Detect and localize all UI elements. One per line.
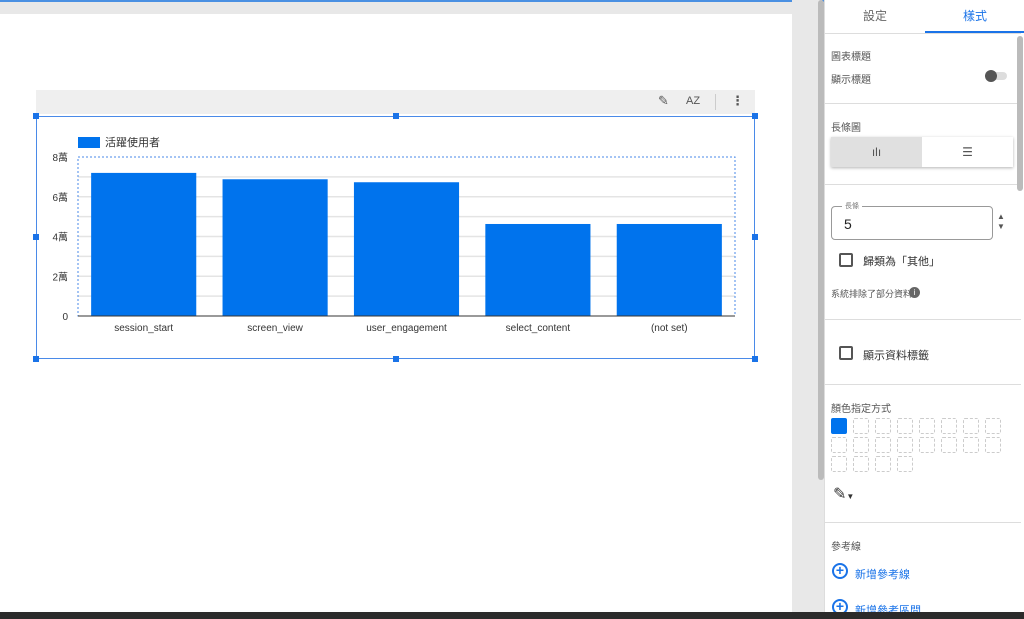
color-swatch[interactable]: [963, 418, 979, 434]
tab-setup[interactable]: 設定: [862, 9, 887, 23]
legend-swatch: [78, 136, 100, 148]
sort-az-icon[interactable]: AZ: [686, 95, 701, 107]
resize-handle[interactable]: [33, 113, 39, 119]
horizontal-bars-icon: ☰: [962, 145, 973, 159]
legend-label: 活躍使用者: [105, 137, 160, 149]
color-swatch[interactable]: [831, 437, 847, 453]
group-others-checkbox[interactable]: [839, 253, 853, 267]
chart-toolbar: ✎ AZ ⋮: [36, 90, 755, 114]
info-icon[interactable]: i: [909, 287, 920, 298]
color-swatch[interactable]: [853, 418, 869, 434]
vertical-bars-button[interactable]: ılı: [831, 137, 922, 167]
color-swatch[interactable]: [919, 418, 935, 434]
show-title-toggle[interactable]: [985, 70, 1007, 82]
resize-handle[interactable]: [33, 356, 39, 362]
pencil-color-icon[interactable]: ✎▼: [833, 486, 855, 503]
color-swatch[interactable]: [985, 418, 1001, 434]
color-swatch[interactable]: [875, 456, 891, 472]
bar-chart: 0 2萬 4萬 6萬 8萬 session_start screen_view user_en…: [52, 151, 736, 334]
show-title-label: 顯示標題: [831, 75, 871, 86]
show-data-labels-label: 顯示資料標籤: [863, 350, 929, 362]
bar-chart-heading: 長條圖: [831, 123, 861, 134]
x-tick-label: (not set): [651, 323, 688, 334]
resize-handle[interactable]: [752, 356, 758, 362]
excluded-data-note: 系統排除了部分資料: [831, 289, 913, 299]
y-tick-label: 2萬: [52, 270, 68, 283]
color-swatch[interactable]: [985, 437, 1001, 453]
orientation-toggle: ılı ☰: [831, 137, 1013, 167]
color-swatch[interactable]: [897, 418, 913, 434]
resize-handle[interactable]: [752, 113, 758, 119]
color-swatch[interactable]: [831, 456, 847, 472]
properties-panel: 設定 樣式 圖表標題 顯示標題 長條圖 ılı ☰ 長條 5 ▲ ▼ 歸類為「其他…: [824, 0, 1024, 617]
color-swatch[interactable]: [831, 418, 847, 434]
more-vert-icon[interactable]: ⋮: [731, 93, 744, 108]
bars-count-value: 5: [844, 216, 852, 232]
bar: [353, 182, 460, 316]
bar: [91, 172, 197, 316]
color-swatch[interactable]: [941, 437, 957, 453]
bars-count-label: 長條: [842, 201, 862, 211]
reference-lines-heading: 參考線: [831, 542, 861, 553]
bar: [616, 223, 722, 316]
bar: [222, 179, 328, 316]
y-tick-label: 4萬: [52, 231, 68, 244]
color-swatch[interactable]: [897, 437, 913, 453]
canvas-scroll-track: [792, 0, 822, 612]
taskbar: [0, 612, 1024, 619]
resize-handle[interactable]: [393, 356, 399, 362]
resize-handle[interactable]: [393, 113, 399, 119]
bars-count-field[interactable]: 長條 5: [831, 201, 993, 240]
tab-style[interactable]: 樣式: [925, 0, 1024, 33]
group-others-label: 歸類為「其他」: [863, 256, 940, 268]
y-tick-label: 0: [62, 312, 68, 323]
show-data-labels-checkbox[interactable]: [839, 346, 853, 360]
color-swatch[interactable]: [853, 456, 869, 472]
color-swatch[interactable]: [963, 437, 979, 453]
y-tick-label: 8萬: [52, 151, 68, 164]
panel-scrollbar[interactable]: [1017, 36, 1023, 191]
color-swatch[interactable]: [897, 456, 913, 472]
chart-title-heading: 圖表標題: [831, 52, 871, 63]
x-tick-label: session_start: [114, 323, 173, 334]
vertical-bars-icon: ılı: [871, 145, 882, 159]
color-swatch[interactable]: [919, 437, 935, 453]
color-swatch[interactable]: [875, 418, 891, 434]
color-swatch[interactable]: [875, 437, 891, 453]
pencil-icon[interactable]: ✎: [658, 93, 669, 108]
resize-handle[interactable]: [33, 234, 39, 240]
top-border: [0, 0, 1024, 2]
horizontal-bars-button[interactable]: ☰: [922, 137, 1013, 167]
add-reference-line-button[interactable]: 新增參考線: [855, 569, 910, 581]
x-tick-label: screen_view: [247, 323, 303, 334]
color-heading: 顏色指定方式: [831, 404, 891, 415]
x-tick-label: user_engagement: [366, 323, 447, 334]
x-tick-label: select_content: [506, 323, 571, 334]
color-swatch[interactable]: [853, 437, 869, 453]
bar: [485, 223, 591, 316]
number-stepper[interactable]: ▲ ▼: [997, 212, 1005, 231]
canvas-scrollbar[interactable]: [818, 0, 824, 480]
toolbar-divider: [715, 94, 716, 110]
chart-legend: 活躍使用者: [78, 134, 160, 150]
resize-handle[interactable]: [752, 234, 758, 240]
add-circle-icon[interactable]: +: [832, 563, 848, 579]
y-tick-label: 6萬: [52, 191, 68, 204]
color-swatch[interactable]: [941, 418, 957, 434]
